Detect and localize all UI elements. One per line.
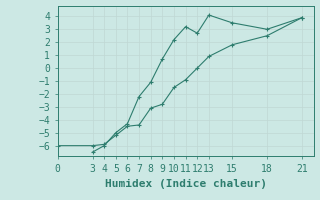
X-axis label: Humidex (Indice chaleur): Humidex (Indice chaleur) xyxy=(105,179,267,189)
